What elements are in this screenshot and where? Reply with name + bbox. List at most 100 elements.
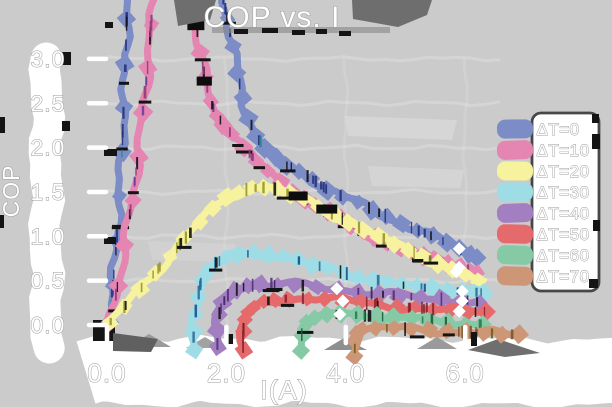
sketch-shadow bbox=[228, 334, 233, 344]
series-marker-1 bbox=[202, 93, 220, 110]
series-marker-3 bbox=[185, 340, 204, 360]
marker-shadow-1 bbox=[236, 150, 253, 154]
series-marker-7 bbox=[353, 321, 371, 338]
marker-shadow-4 bbox=[266, 288, 283, 291]
series-marker-3 bbox=[275, 248, 292, 264]
legend-entry-0: ΔT=0 bbox=[496, 119, 580, 139]
y-tick-label: 2.0 bbox=[31, 135, 66, 161]
series-marker-1 bbox=[190, 42, 210, 63]
y-axis-title: COP bbox=[0, 165, 24, 218]
axis-spine-bands bbox=[28, 42, 612, 407]
series-marker-2 bbox=[384, 235, 404, 254]
series-marker-6 bbox=[291, 341, 311, 360]
legend-swatch-7 bbox=[496, 266, 534, 286]
title-shadow bbox=[352, 0, 432, 27]
series-marker-0 bbox=[361, 200, 383, 221]
series-marker-0 bbox=[224, 37, 242, 55]
sketch-shadow bbox=[262, 28, 278, 33]
series-marker-2 bbox=[191, 213, 209, 231]
series-marker-0 bbox=[392, 214, 412, 234]
y-axis-band bbox=[28, 42, 66, 364]
series-marker-3 bbox=[245, 243, 263, 262]
series-open-marker-2 bbox=[449, 265, 463, 279]
marker-shadow-7 bbox=[442, 333, 455, 337]
legend-swatch-4 bbox=[496, 203, 534, 223]
marker-shadow-2 bbox=[423, 261, 439, 265]
series-marker-0 bbox=[467, 248, 487, 268]
series-marker-5 bbox=[266, 291, 283, 309]
series-marker-5 bbox=[279, 290, 297, 308]
y-tick-label: 3.0 bbox=[31, 46, 66, 72]
series-open-marker-4 bbox=[330, 282, 344, 296]
sketch-shadow bbox=[471, 332, 477, 346]
sketch-shadows bbox=[0, 0, 477, 346]
series-marker-0 bbox=[333, 188, 351, 206]
series-open-marker-0 bbox=[452, 242, 466, 256]
series-open-marker-5 bbox=[452, 304, 466, 318]
series-marker-3 bbox=[289, 250, 307, 268]
series-marker-2 bbox=[203, 199, 222, 218]
sketch-shadow bbox=[104, 237, 116, 244]
legend-entry-3: ΔT=30 bbox=[496, 182, 590, 202]
sketch-shadow bbox=[113, 333, 158, 352]
series-marker-1 bbox=[124, 191, 142, 210]
series-marker-5 bbox=[441, 301, 459, 319]
marker-shadow-2 bbox=[177, 245, 192, 249]
series-marker-0 bbox=[377, 207, 396, 226]
series-marker-7 bbox=[475, 325, 493, 342]
series-marker-5 bbox=[351, 292, 370, 311]
series-marker-2 bbox=[130, 279, 151, 300]
y-tick-label: 0.5 bbox=[31, 268, 66, 294]
sketch-shadow bbox=[62, 121, 70, 131]
series-marker-1 bbox=[114, 235, 135, 255]
series-marker-4 bbox=[206, 319, 228, 341]
gridline-y bbox=[106, 55, 501, 63]
series-marker-0 bbox=[227, 63, 247, 83]
sketch-shadow bbox=[0, 117, 5, 133]
legend-shadow bbox=[592, 134, 600, 149]
legend-entry-4: ΔT=40 bbox=[496, 203, 590, 223]
series-marker-2 bbox=[338, 212, 358, 233]
legend-label-1: ΔT=10 bbox=[537, 141, 590, 160]
legend-swatch-0 bbox=[496, 119, 534, 139]
sketch-highlight bbox=[345, 116, 457, 140]
series-marker-3 bbox=[258, 245, 278, 265]
series-marker-6 bbox=[317, 305, 336, 324]
sketch-shadow bbox=[234, 29, 248, 34]
series-marker-0 bbox=[290, 162, 308, 181]
series-5 bbox=[234, 290, 496, 360]
axis-titles: COP vs. I I(A) COP bbox=[0, 1, 340, 406]
legend-swatch-1 bbox=[496, 140, 534, 160]
series-marker-0 bbox=[409, 222, 426, 239]
marker-shadow-2 bbox=[412, 259, 423, 263]
legend-entry-6: ΔT=60 bbox=[496, 245, 590, 265]
sketch-shadow bbox=[339, 31, 351, 36]
legend-label-0: ΔT=0 bbox=[537, 120, 580, 139]
legend-entry-1: ΔT=10 bbox=[496, 140, 590, 160]
series-marker-6 bbox=[347, 304, 368, 325]
marker-shadow-6 bbox=[297, 330, 314, 334]
legend-swatch-3 bbox=[496, 182, 534, 202]
series-marker-4 bbox=[308, 278, 326, 296]
series-0 bbox=[100, 0, 487, 332]
sketch-highlight bbox=[368, 166, 464, 188]
series-marker-0 bbox=[350, 194, 366, 210]
legend-label-5: ΔT=50 bbox=[537, 225, 590, 244]
series-open-marker-3 bbox=[455, 284, 469, 298]
series-open-marker-4 bbox=[455, 294, 469, 308]
series-marker-7 bbox=[492, 325, 511, 344]
legend-entry-7: ΔT=70 bbox=[496, 266, 590, 286]
marker-shadow-5 bbox=[280, 303, 295, 307]
series-marker-7 bbox=[509, 324, 530, 345]
sketch-shadow bbox=[316, 204, 338, 214]
legend-shadow bbox=[593, 220, 600, 231]
sketch-shadow bbox=[62, 52, 71, 65]
sketch-shadow bbox=[196, 76, 212, 86]
series-marker-0 bbox=[238, 108, 259, 129]
axis-ticks bbox=[86, 56, 468, 346]
gridline-y bbox=[106, 99, 501, 108]
x-axis-title: I(A) bbox=[260, 375, 308, 405]
series-marker-0 bbox=[233, 88, 253, 108]
y-tick-label: 1.5 bbox=[31, 179, 66, 205]
